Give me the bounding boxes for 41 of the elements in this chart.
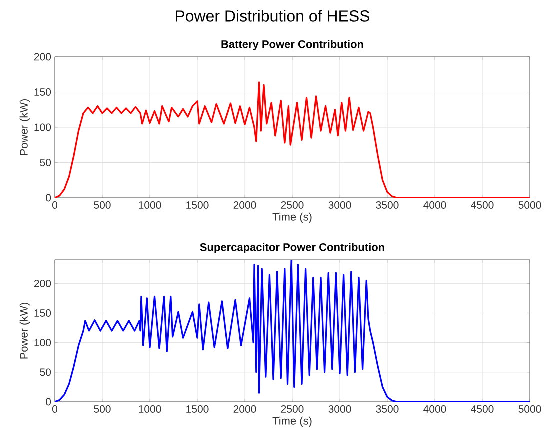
y-tick-label: 200 bbox=[34, 280, 52, 288]
x-tick-label: 1000 bbox=[139, 406, 162, 413]
line-series bbox=[55, 82, 530, 198]
x-tick-label: 3000 bbox=[328, 406, 352, 413]
chart-subtitle: Battery Power Contribution bbox=[222, 40, 364, 50]
chart-title: Power Distribution of HESS bbox=[176, 10, 370, 22]
x-tick-label: 0 bbox=[52, 406, 58, 413]
y-tick-label: 50 bbox=[40, 368, 52, 376]
x-tick-label: 3500 bbox=[376, 202, 399, 209]
y-tick-label: 150 bbox=[34, 88, 52, 96]
x-tick-label: 2000 bbox=[234, 406, 256, 413]
x-tick-label: 4500 bbox=[471, 202, 494, 209]
x-tick-label: 2500 bbox=[281, 202, 304, 209]
y-axis-title: Power (kW) bbox=[20, 302, 30, 359]
x-tick-label: 0 bbox=[52, 202, 58, 209]
x-tick-label: 1000 bbox=[139, 202, 162, 209]
x-tick-label: 5000 bbox=[518, 406, 542, 413]
x-tick-label: 1500 bbox=[186, 406, 209, 413]
x-tick-label: 2000 bbox=[234, 202, 256, 209]
y-tick-label: 0 bbox=[46, 194, 52, 202]
x-tick-label: 500 bbox=[94, 406, 111, 413]
x-axis-title: Time (s) bbox=[272, 416, 312, 428]
x-tick-label: 2500 bbox=[281, 406, 304, 413]
y-tick-label: 50 bbox=[40, 159, 52, 166]
x-tick-label: 3500 bbox=[376, 406, 399, 413]
x-tick-label: 4000 bbox=[424, 202, 446, 209]
y-tick-label: 100 bbox=[34, 339, 52, 347]
x-tick-label: 5000 bbox=[518, 202, 542, 209]
y-tick-label: 200 bbox=[34, 53, 52, 61]
y-axis-title: Power (kW) bbox=[20, 99, 30, 156]
y-tick-label: 0 bbox=[46, 398, 52, 406]
y-tick-label: 150 bbox=[34, 310, 52, 317]
x-axis-title: Time (s) bbox=[272, 212, 312, 224]
x-tick-label: 3000 bbox=[328, 202, 352, 209]
line-series bbox=[55, 260, 530, 402]
x-tick-label: 1500 bbox=[186, 202, 209, 209]
x-tick-label: 500 bbox=[94, 202, 111, 209]
y-tick-label: 100 bbox=[34, 124, 52, 132]
chart-title: Supercapacitor Power Contribution bbox=[200, 243, 384, 254]
x-tick-label: 4000 bbox=[424, 406, 446, 413]
x-tick-label: 4500 bbox=[471, 406, 494, 413]
